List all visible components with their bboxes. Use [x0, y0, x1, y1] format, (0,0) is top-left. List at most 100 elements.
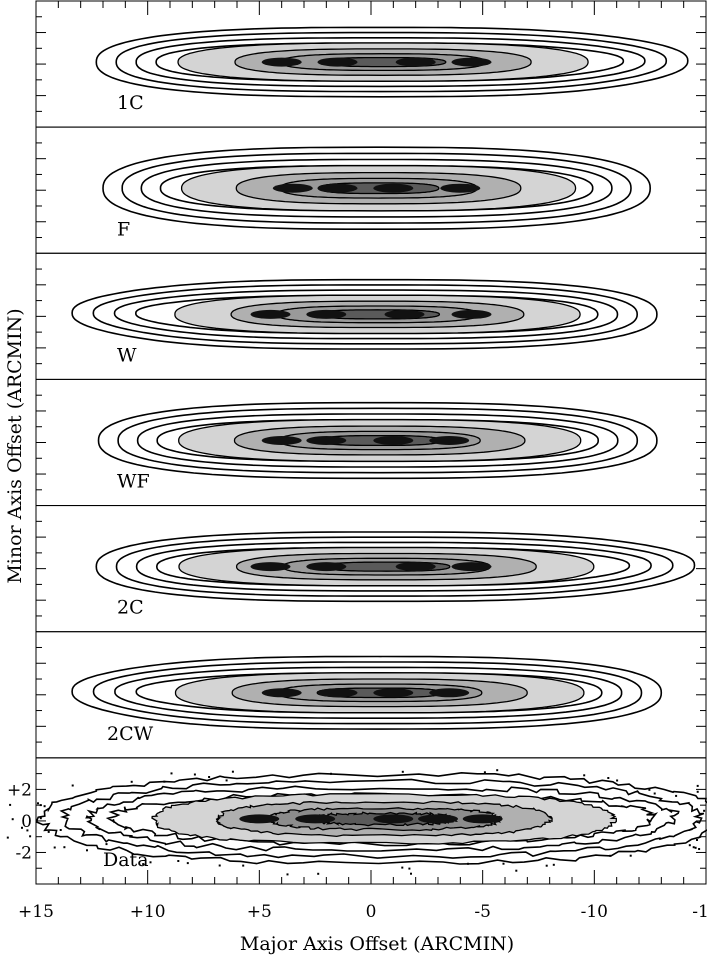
- noise-speck: [552, 863, 555, 866]
- y-tick-labels: +2 0 -2: [7, 780, 32, 863]
- contour-outer-2: [92, 661, 643, 725]
- noise-speck: [698, 848, 701, 850]
- noise-speck: [59, 829, 62, 831]
- noise-speck: [43, 805, 46, 808]
- panel-label: WF: [117, 471, 150, 493]
- contour-outer-1: [71, 278, 658, 350]
- peak-blob: [451, 562, 492, 572]
- peak-blob: [395, 57, 436, 67]
- noise-speck: [86, 849, 88, 852]
- peak-blob: [373, 688, 414, 698]
- noise-speck: [696, 790, 699, 793]
- peak-blob: [306, 436, 347, 445]
- noise-speck: [675, 794, 678, 797]
- noise-speck: [218, 864, 221, 867]
- contour-outer-1: [35, 771, 707, 865]
- peak-blob: [384, 309, 425, 319]
- noise-speck: [163, 780, 166, 783]
- noise-speck: [130, 780, 133, 783]
- panel-w: W: [71, 278, 658, 366]
- x-tick-label: +10: [130, 902, 166, 922]
- contour-outer-2: [115, 536, 674, 597]
- peak-blob: [429, 688, 470, 698]
- noise-speck: [401, 770, 404, 773]
- contour-outer-1: [102, 146, 652, 230]
- panel-label: Data: [103, 849, 149, 871]
- contour-outer-2: [115, 31, 668, 93]
- panel-label: 2CW: [107, 723, 154, 745]
- x-tick-label: +5: [247, 902, 272, 922]
- noise-speck: [9, 803, 12, 806]
- noise-speck: [142, 863, 145, 866]
- noise-speck: [231, 770, 234, 773]
- noise-speck: [193, 773, 196, 776]
- y-tick-label: -2: [15, 844, 32, 864]
- contour-outer-2: [117, 407, 639, 474]
- peak-blob: [373, 814, 414, 824]
- noise-speck: [225, 779, 228, 782]
- contour-outer-3: [135, 541, 652, 592]
- noise-speck: [149, 861, 152, 864]
- peak-blob: [295, 814, 336, 824]
- noise-speck: [648, 788, 651, 791]
- ticks-layer: [35, 1, 707, 884]
- panel-label: 1C: [117, 92, 144, 114]
- noise-speck: [408, 867, 411, 870]
- contour-outer-2: [121, 152, 632, 224]
- noise-speck: [496, 769, 499, 772]
- contour-outer-1: [95, 531, 696, 603]
- peak-blob: [261, 436, 302, 445]
- peak-blob: [261, 57, 302, 67]
- noise-speck: [26, 829, 29, 832]
- noise-speck: [483, 771, 486, 774]
- noise-speck: [502, 862, 505, 865]
- noise-speck: [11, 818, 14, 821]
- x-tick-label: 0: [366, 902, 377, 922]
- contour-outer-3: [135, 37, 646, 88]
- panel-label: F: [117, 218, 130, 240]
- panel-wf: WF: [97, 401, 658, 493]
- noise-speck: [242, 864, 245, 867]
- peak-blob: [373, 436, 414, 445]
- peak-blob: [418, 814, 458, 824]
- peak-blob: [429, 436, 470, 445]
- peak-blob: [462, 814, 503, 824]
- noise-speck: [53, 846, 56, 849]
- contour-outer-4: [159, 164, 594, 212]
- panel-data: Data: [6, 769, 707, 876]
- peak-blob: [239, 814, 280, 824]
- noise-speck: [653, 792, 656, 795]
- peak-blob: [306, 562, 347, 572]
- noise-speck: [401, 866, 404, 869]
- peak-blob: [451, 57, 492, 67]
- noise-speck: [317, 872, 320, 875]
- noise-speck: [37, 802, 39, 805]
- noise-speck: [629, 854, 632, 857]
- noise-speck: [696, 839, 698, 841]
- noise-speck: [696, 784, 699, 787]
- contour-outer-3: [114, 666, 623, 719]
- x-tick-label: -5: [474, 902, 491, 922]
- noise-speck: [694, 846, 697, 849]
- noise-speck: [170, 772, 173, 775]
- noise-speck: [467, 862, 469, 865]
- noise-speck: [410, 872, 412, 875]
- panel-1c: 1C: [95, 26, 689, 114]
- contour-outer-2: [92, 284, 639, 345]
- panel-label: 2C: [117, 597, 144, 619]
- noise-speck: [545, 864, 548, 867]
- noise-speck: [607, 777, 610, 779]
- panel-f: F: [102, 146, 652, 240]
- noise-speck: [63, 846, 66, 849]
- contour-outer-3: [140, 158, 613, 218]
- noise-speck: [6, 836, 9, 839]
- y-tick-label: 0: [21, 812, 32, 832]
- x-tick-label: -10: [581, 902, 608, 922]
- panels-layer: 1C F W WF 2C 2CW Data: [6, 26, 707, 876]
- noise-speck: [692, 846, 695, 849]
- x-tick-label: +15: [18, 902, 54, 922]
- peak-blob: [440, 183, 481, 193]
- contour-outer-4: [156, 418, 600, 463]
- contour-outer-3: [85, 785, 680, 852]
